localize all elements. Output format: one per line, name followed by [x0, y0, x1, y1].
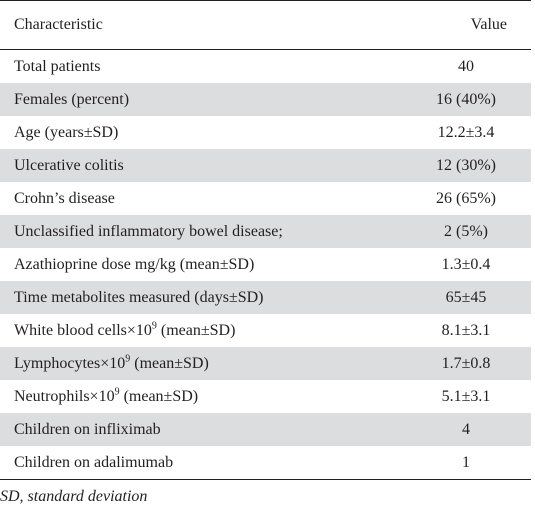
- row-label: Lymphocytes×109 (mean±SD): [0, 347, 401, 380]
- row-label: Age (years±SD): [14, 123, 119, 141]
- row-value: 65±45: [401, 281, 531, 314]
- row-value: 1: [401, 446, 531, 480]
- row-label: Children on infliximab: [0, 413, 401, 446]
- row-value: 16 (40%): [401, 83, 531, 116]
- row-label-text: Lymphocytes×10: [14, 354, 126, 372]
- row-label: Azathioprine dose mg/kg (mean±SD): [14, 255, 255, 273]
- row-value: 2 (5%): [401, 215, 531, 248]
- row-value: 12.2±3.4: [437, 123, 495, 141]
- row-label: Ulcerative colitis: [0, 149, 401, 182]
- table-row: Azathioprine dose mg/kg (mean±SD) 1.3±0.…: [0, 248, 531, 281]
- row-value: 5.1±3.1: [441, 387, 491, 405]
- superscript-exponent: 9: [151, 320, 157, 332]
- table-footnote: SD, standard deviation: [0, 488, 148, 505]
- table-row: Age (years±SD) 12.2±3.4: [0, 116, 531, 149]
- row-label-suffix: (mean±SD): [156, 321, 236, 339]
- row-label: Time metabolites measured (days±SD): [0, 281, 401, 314]
- row-label: Neutrophils×109 (mean±SD): [0, 380, 401, 413]
- row-label: Total patients: [14, 57, 101, 75]
- header-characteristic: Characteristic: [0, 0, 401, 50]
- table-row: Total patients 40: [0, 50, 531, 84]
- row-label-text: White blood cells×10: [14, 321, 152, 339]
- row-value: 1.3±0.4: [441, 255, 491, 273]
- table-row: White blood cells×109 (mean±SD) 8.1±3.1: [0, 314, 531, 347]
- row-label: Crohn’s disease: [14, 189, 115, 207]
- row-value: 12 (30%): [401, 149, 531, 182]
- row-label: Children on adalimumab: [0, 446, 401, 480]
- table-row: Unclassified inflammatory bowel disease;…: [0, 215, 531, 248]
- row-value: 4: [401, 413, 531, 446]
- superscript-exponent: 9: [114, 386, 120, 398]
- row-label-suffix: (mean±SD): [130, 354, 209, 372]
- table-row: Time metabolites measured (days±SD) 65±4…: [0, 281, 531, 314]
- table-row: Crohn’s disease 26 (65%): [0, 182, 531, 215]
- table-row: Lymphocytes×109 (mean±SD) 1.7±0.8: [0, 347, 531, 380]
- table-row: Children on adalimumab 1: [0, 446, 531, 480]
- row-value: 40: [458, 57, 474, 75]
- row-label: Females (percent): [0, 83, 401, 116]
- row-value: 1.7±0.8: [401, 347, 531, 380]
- table-row: Ulcerative colitis 12 (30%): [0, 149, 531, 182]
- superscript-exponent: 9: [125, 353, 131, 365]
- row-label-text: Neutrophils×10: [14, 387, 115, 405]
- table-row: Females (percent) 16 (40%): [0, 83, 531, 116]
- table-header-row: Characteristic Value: [0, 0, 531, 50]
- table-row: Neutrophils×109 (mean±SD) 5.1±3.1: [0, 380, 531, 413]
- row-label-suffix: (mean±SD): [119, 387, 199, 405]
- row-value: 8.1±3.1: [441, 321, 491, 339]
- table-row: Children on infliximab 4: [0, 413, 531, 446]
- patient-characteristics-table: Characteristic Value Total patients 40 F…: [0, 0, 531, 480]
- row-value: 26 (65%): [436, 189, 496, 207]
- header-value: Value: [401, 0, 531, 50]
- row-label: White blood cells×109 (mean±SD): [0, 314, 401, 347]
- row-label: Unclassified inflammatory bowel disease;: [0, 215, 401, 248]
